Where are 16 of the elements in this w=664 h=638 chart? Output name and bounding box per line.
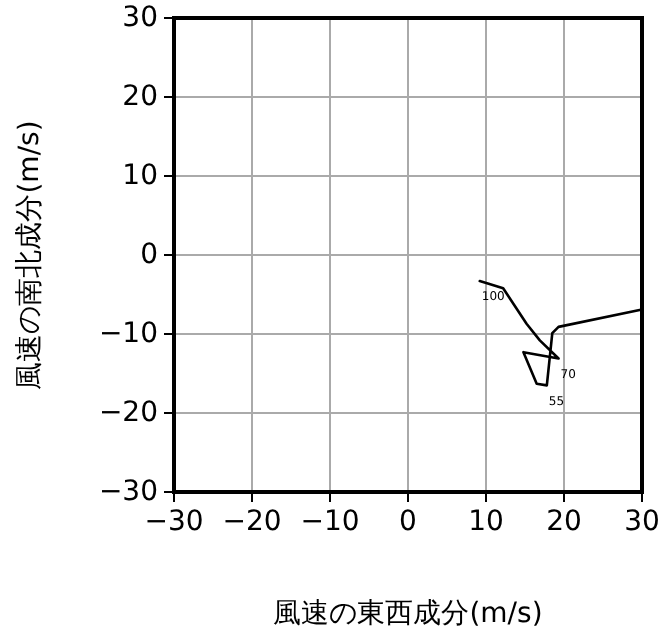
y-tick-label: −20: [98, 396, 158, 429]
y-axis-title: 風速の南北成分(m/s): [14, 120, 46, 390]
x-tick-label: −10: [300, 506, 360, 538]
y-tick-label: 10: [122, 159, 158, 192]
x-tick-label: −20: [222, 506, 282, 538]
y-tick-label: 0: [140, 238, 158, 271]
x-axis-title: 風速の東西成分(m/s): [273, 598, 543, 630]
x-tick-label: −30: [144, 506, 204, 538]
x-tick-label: 10: [468, 506, 504, 538]
x-tick-label: 20: [546, 506, 582, 538]
x-tick-label: 30: [624, 506, 660, 538]
y-tick-label: −10: [98, 317, 158, 350]
x-tick-label: 0: [399, 506, 417, 538]
y-tick-label: 30: [122, 1, 158, 34]
y-tick-label: 20: [122, 80, 158, 113]
y-tick-label: −30: [98, 475, 158, 508]
